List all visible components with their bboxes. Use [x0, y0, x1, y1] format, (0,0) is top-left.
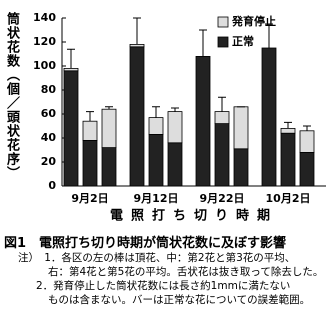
note: 右：第4花と第5花の平均。舌状花は抜き取って除去した。 — [48, 266, 324, 278]
bar-segment — [233, 148, 249, 187]
bar-segment — [101, 108, 117, 148]
bar-segment — [148, 133, 164, 187]
error-bar — [171, 107, 179, 112]
bar-segment — [63, 68, 79, 72]
x-tick-label: 10月2日 — [266, 192, 311, 205]
bar-segment — [101, 147, 117, 187]
error-bar — [105, 106, 113, 110]
notes: 注） 1．各区の左の棒は頂花、中：第2花と第3花の平均、 右：第4花と第5花の平… — [18, 251, 323, 307]
x-tick-label: 9月2日 — [71, 192, 108, 205]
bar-segment — [280, 132, 296, 187]
legend-label: 正常 — [232, 34, 254, 48]
bar-segment — [129, 46, 145, 187]
error-bar — [284, 121, 292, 129]
y-tick-label: 100 — [33, 59, 56, 72]
bar-segment — [299, 151, 315, 187]
bar-segment — [129, 44, 145, 48]
legend-label: 発育停止 — [231, 14, 276, 28]
error-bar — [86, 111, 94, 122]
y-tick-label: 60 — [41, 107, 57, 120]
y-axis-label: 筒状花数（個／頭状花序） — [4, 12, 19, 180]
bar-segment — [63, 70, 79, 187]
legend-swatch — [217, 36, 229, 48]
x-tick-label: 9月22日 — [200, 192, 245, 205]
note: 注） 1．各区の左の棒は頂花、中：第2花と第3花の平均、 — [18, 252, 296, 264]
error-bar — [67, 48, 75, 69]
bar-segment — [214, 111, 230, 124]
error-bar — [303, 125, 311, 131]
figure-title: 図1 電照打ち切り時期が筒状花数に及ぼす影響 — [4, 236, 287, 251]
error-bar — [152, 106, 160, 118]
y-tick-label: 80 — [41, 83, 57, 96]
legend-swatch — [217, 16, 229, 28]
bar-segment — [195, 56, 211, 187]
bar-segment — [148, 117, 164, 135]
bar-segment — [82, 139, 98, 187]
note: ものは含まない。バーは正常な花についての誤差範囲。 — [48, 294, 311, 306]
bar-segment — [299, 130, 315, 153]
y-tick-label: 0 — [48, 179, 56, 192]
bar-segment — [167, 142, 183, 187]
bar-segment — [82, 120, 98, 141]
y-tick-label: 40 — [41, 131, 57, 144]
y-tick-label: 20 — [41, 155, 57, 168]
error-bar — [218, 96, 226, 112]
y-tick-label: 120 — [33, 35, 56, 48]
error-bar — [133, 17, 141, 45]
error-bar — [265, 23, 273, 48]
y-tick-label: 140 — [33, 11, 56, 24]
bar-segment — [214, 123, 230, 187]
note: 2．発育停止した筒状花数には長さ約1mmに満たない — [36, 280, 291, 292]
x-axis-label: 電照打ち切り時期 — [110, 208, 278, 224]
chart: 0 20 40 60 80 100 120 140 9月2日 9月12日 9月22日 10月2日電照打… — [33, 11, 326, 224]
bar-segment — [280, 127, 296, 134]
bar-segment — [233, 106, 249, 150]
bar-segment — [167, 111, 183, 144]
x-tick-label: 9月12日 — [134, 192, 179, 205]
bar-segment — [261, 47, 277, 187]
error-bar — [199, 29, 207, 57]
